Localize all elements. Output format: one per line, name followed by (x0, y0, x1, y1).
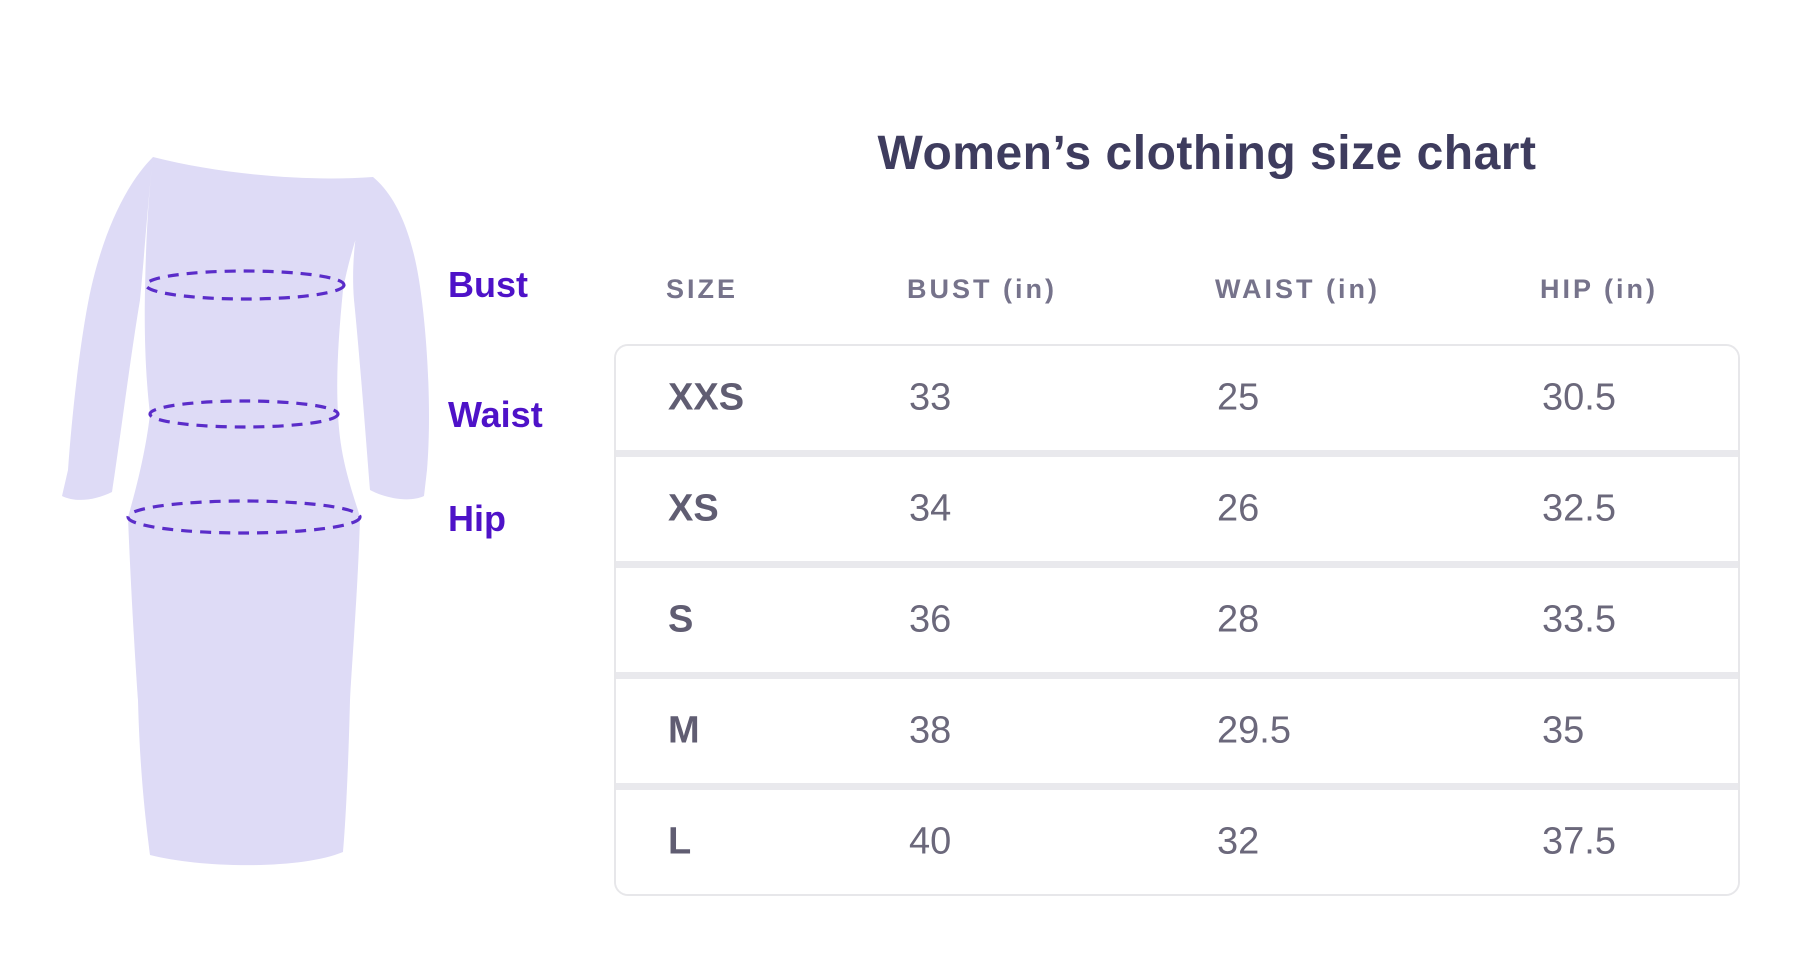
cell-waist: 28 (1217, 598, 1260, 641)
column-header-hip: HIP (in) (1540, 274, 1658, 304)
cell-bust: 40 (909, 820, 952, 863)
cell-bust: 33 (909, 376, 952, 419)
column-header-bust: BUST (in) (907, 274, 1057, 304)
table-row-xs: XS 34 26 32.5 (616, 457, 1738, 561)
cell-bust: 36 (909, 598, 952, 641)
table-row-m: M 38 29.5 35 (616, 679, 1738, 783)
cell-hip: 30.5 (1542, 376, 1616, 419)
cell-size: S (668, 598, 694, 641)
dress-illustration (62, 157, 430, 866)
row-divider (616, 450, 1738, 457)
hip-label: Hip (448, 498, 506, 539)
cell-waist: 29.5 (1217, 709, 1291, 752)
table-row-xxs: XXS 33 25 30.5 (616, 346, 1738, 450)
waist-label: Waist (448, 394, 543, 435)
size-chart-table: XXS 33 25 30.5 XS 34 26 32.5 S 36 28 33.… (614, 344, 1740, 896)
cell-size: L (668, 820, 692, 863)
cell-waist: 32 (1217, 820, 1260, 863)
hip-measurement-line (126, 499, 362, 535)
column-header-waist: WAIST (in) (1215, 274, 1380, 304)
cell-bust: 34 (909, 487, 952, 530)
column-header-size: SIZE (666, 274, 739, 304)
cell-hip: 37.5 (1542, 820, 1616, 863)
table-row-s: S 36 28 33.5 (616, 568, 1738, 672)
row-divider (616, 561, 1738, 568)
row-divider (616, 672, 1738, 679)
cell-bust: 38 (909, 709, 952, 752)
cell-size: XXS (668, 376, 745, 419)
bust-label: Bust (448, 264, 528, 305)
row-divider (616, 783, 1738, 790)
waist-measurement-line (148, 399, 340, 429)
dress-silhouette-body (62, 157, 430, 866)
cell-hip: 33.5 (1542, 598, 1616, 641)
table-row-l: L 40 32 37.5 (616, 790, 1738, 894)
cell-waist: 26 (1217, 487, 1260, 530)
bust-measurement-line (144, 269, 346, 301)
cell-size: M (668, 709, 700, 752)
page-title: Women’s clothing size chart (877, 127, 1537, 180)
cell-hip: 35 (1542, 709, 1585, 752)
cell-hip: 32.5 (1542, 487, 1616, 530)
cell-waist: 25 (1217, 376, 1260, 419)
cell-size: XS (668, 487, 719, 530)
